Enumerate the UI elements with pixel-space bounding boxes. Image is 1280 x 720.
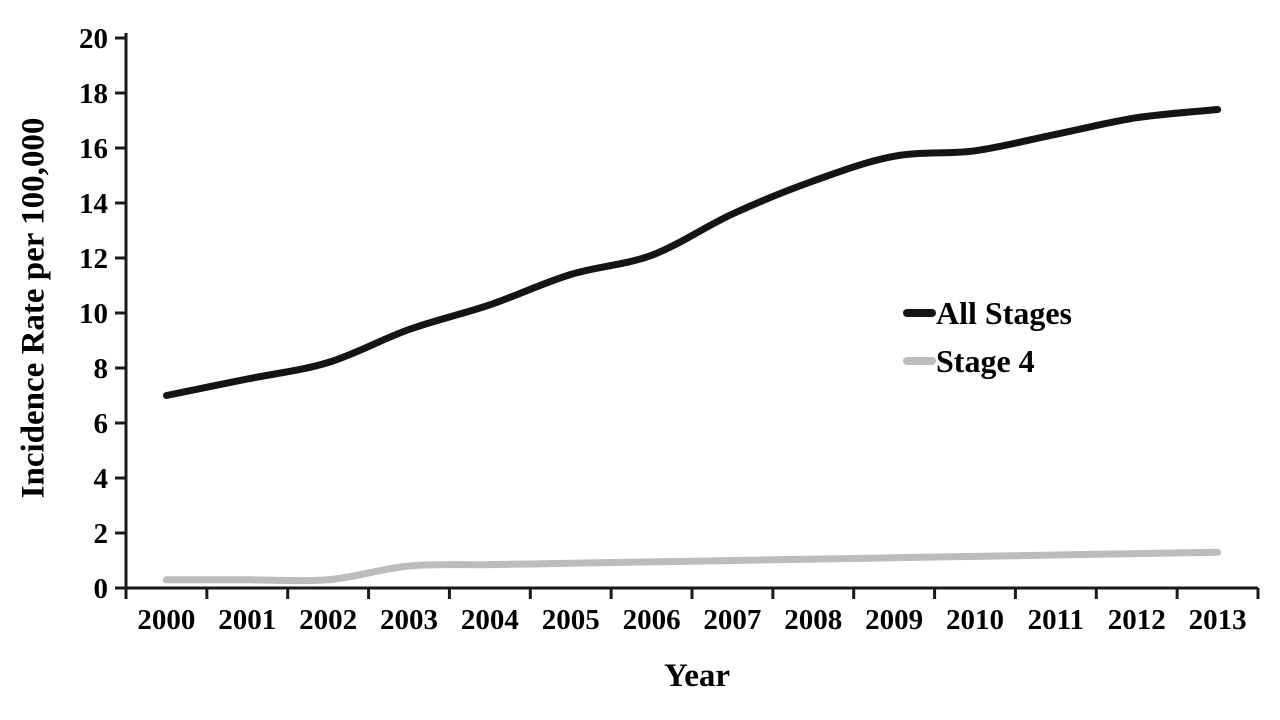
x-tick-label: 2007 <box>703 604 761 636</box>
y-tick-label: 10 <box>79 298 108 330</box>
legend-line-marker-all-stages <box>903 309 936 317</box>
y-tick-label: 8 <box>94 353 109 385</box>
y-tick-label: 0 <box>94 573 109 605</box>
x-tick-label: 2002 <box>299 604 357 636</box>
x-axis-ticks: 2000 2001 2002 2003 2004 2005 2006 2007 2008 2009… <box>124 588 1260 636</box>
y-tick-label: 12 <box>79 243 108 275</box>
legend-label-all-stages: All Stages <box>936 295 1072 331</box>
x-axis-title: Year <box>664 658 730 694</box>
y-tick-label: 6 <box>94 408 109 440</box>
legend-item-all-stages: All Stages <box>903 293 1072 333</box>
x-tick-label: 2006 <box>623 604 681 636</box>
x-tick-label: 2001 <box>218 604 276 636</box>
x-tick-label: 2013 <box>1189 604 1247 636</box>
legend-item-stage-4: Stage 4 <box>903 341 1072 381</box>
y-axis-ticks: 0 2 4 6 8 10 12 14 16 18 20 <box>79 23 126 605</box>
series-line-all-stages <box>162 106 1222 399</box>
y-tick-label: 4 <box>94 463 109 495</box>
x-tick-label: 2004 <box>461 604 519 636</box>
series-line-stage-4 <box>162 548 1222 585</box>
x-tick-label: 2010 <box>946 604 1004 636</box>
y-tick-label: 2 <box>94 518 109 550</box>
x-tick-label: 2008 <box>784 604 842 636</box>
legend-label-stage-4: Stage 4 <box>936 343 1035 379</box>
x-tick-label: 2011 <box>1028 604 1084 636</box>
y-tick-label: 16 <box>79 133 108 165</box>
legend: All Stages Stage 4 <box>903 293 1072 381</box>
y-tick-label: 20 <box>79 23 108 55</box>
y-tick-label: 14 <box>79 188 108 220</box>
x-tick-label: 2000 <box>137 604 195 636</box>
x-tick-label: 2009 <box>865 604 923 636</box>
x-tick-label: 2005 <box>542 604 600 636</box>
y-tick-label: 18 <box>79 78 108 110</box>
x-tick-label: 2003 <box>380 604 438 636</box>
x-tick-label: 2012 <box>1108 604 1166 636</box>
y-axis-title: Incidence Rate per 100,000 <box>15 117 52 499</box>
axes <box>124 33 1258 590</box>
legend-line-marker-stage-4 <box>903 357 936 365</box>
